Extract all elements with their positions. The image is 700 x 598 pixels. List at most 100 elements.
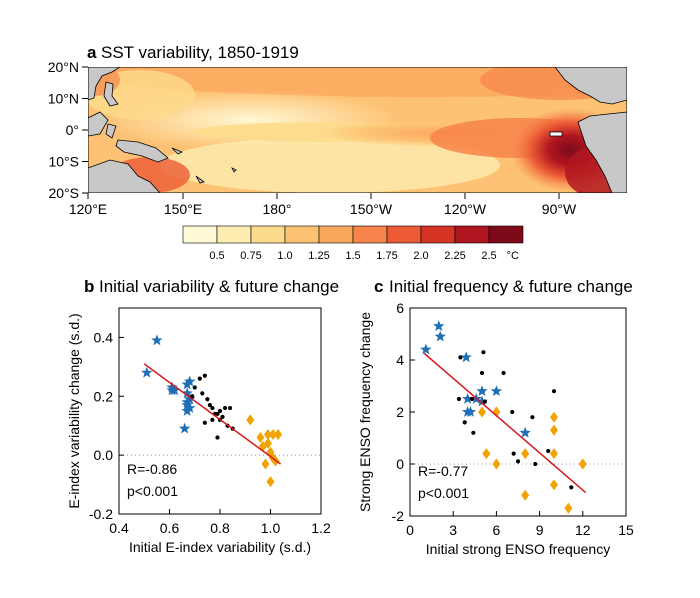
x-tick-label: 0.8 (210, 520, 230, 536)
dot-point (569, 485, 574, 490)
diamond-point (478, 406, 486, 418)
diamond-point (263, 437, 272, 449)
x-tick-label: 0 (406, 522, 414, 538)
colorbar-tick-label: 1.5 (345, 250, 360, 262)
map-lat-label: 10°N (48, 91, 79, 107)
star-point (178, 422, 191, 434)
x-tick-label: 0.6 (160, 520, 180, 536)
star-point (166, 381, 178, 393)
colorbar-swatch (488, 225, 524, 244)
dot-point (205, 397, 210, 402)
dot-point (228, 405, 233, 411)
diamond-point (521, 448, 530, 460)
dot-point (511, 451, 516, 456)
diamond-point (261, 458, 270, 470)
panel-c-letter: c (374, 277, 383, 296)
dot-point (469, 396, 475, 402)
sst-south-pale (160, 137, 500, 193)
dot-point (222, 405, 228, 411)
y-tick-label: 4 (396, 352, 404, 368)
sulawesi-land (105, 123, 117, 139)
map-lat-label: 20°N (48, 59, 79, 75)
y-tick-label: 0.0 (94, 447, 114, 463)
colorbar-tick-label: 2.5 (481, 250, 496, 262)
star-point (476, 395, 488, 407)
x-axis-label: Initial strong ENSO frequency (426, 541, 610, 557)
colorbar-swatch (352, 225, 388, 244)
diamond-point (482, 448, 491, 460)
dot-point (220, 414, 225, 419)
x-tick-label: 15 (618, 522, 634, 538)
colorbar-tick-label: 1.25 (308, 250, 329, 262)
panel-c-title: c Initial frequency & future change (374, 277, 633, 296)
colorbar-tick-label: 1.75 (376, 250, 397, 262)
dot-point (481, 350, 486, 355)
dot-point (482, 399, 487, 404)
colorbar-swatch (216, 225, 252, 244)
colorbar-swatch (318, 225, 354, 244)
dot-point (479, 370, 485, 376)
colorbar-tick-label: 0.75 (240, 250, 261, 262)
dot-point (471, 430, 476, 435)
p-value-label: p<0.001 (127, 483, 178, 499)
dot-point (200, 391, 205, 396)
new-guinea-land (115, 139, 169, 163)
galapagos-land (549, 131, 563, 137)
star-point (476, 385, 488, 397)
y-tick-label: 0.2 (94, 388, 114, 404)
land-masses (88, 67, 627, 193)
diamond-point (578, 458, 587, 470)
borneo-land (88, 111, 109, 137)
correlation-label: R=-0.77 (418, 463, 468, 479)
dot-point (551, 389, 557, 394)
y-tick-label: 6 (396, 300, 404, 316)
correlation-label: R=-0.86 (127, 461, 177, 477)
regression-line (423, 352, 587, 494)
diamond-point (269, 429, 278, 441)
x-tick-label: 1.0 (261, 520, 281, 536)
x-tick-label: 12 (575, 522, 591, 538)
dot-point (530, 415, 535, 420)
dot-point (215, 411, 220, 417)
diamond-point (550, 424, 558, 436)
panel-c-title-text: Initial frequency & future change (389, 277, 633, 296)
y-axis-label: E-index variability change (s.d.) (66, 313, 82, 508)
asia-land (88, 67, 121, 101)
x-tick-label: 0.4 (109, 520, 129, 536)
dot-point (462, 420, 467, 425)
y-tick-label: 2 (396, 404, 404, 420)
dot-point (533, 461, 538, 467)
x-tick-label: 1.2 (311, 520, 331, 536)
colorbar-unit: °C (507, 250, 519, 262)
colorbar-swatch (250, 225, 286, 244)
star-point (183, 375, 196, 387)
dot-point (197, 376, 202, 381)
panel-b-letter: b (84, 277, 94, 296)
star-point (168, 384, 181, 396)
star-point (181, 387, 193, 399)
map-lon-label: 120°E (69, 201, 107, 217)
colorbar-swatch (420, 225, 456, 244)
diamond-point (550, 448, 558, 460)
dot-point (202, 420, 207, 425)
diamond-point (550, 479, 558, 491)
diamond-point (550, 411, 558, 423)
y-tick-label: 0 (396, 456, 404, 472)
diamond-point (492, 458, 501, 470)
dot-point (210, 417, 215, 422)
panel-b-title: b Initial variability & future change (84, 277, 339, 296)
panel-b-title-text: Initial variability & future change (99, 277, 339, 296)
map-lon-label: 120°W (444, 201, 487, 217)
star-point (151, 334, 163, 346)
dot-point (202, 373, 207, 378)
star-point (461, 393, 474, 404)
y-tick-label: 0.4 (94, 329, 114, 345)
colorbar-swatch (454, 225, 490, 244)
diamond-point (256, 431, 265, 443)
panel-a-letter: a (87, 43, 97, 62)
star-point (460, 351, 472, 363)
dot-point (190, 394, 195, 399)
dot-point (192, 385, 197, 390)
